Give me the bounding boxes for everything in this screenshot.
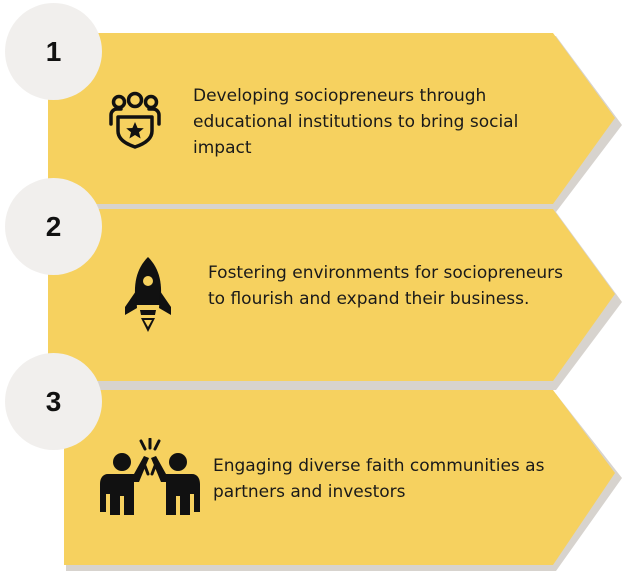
- step-number-2: 2: [5, 178, 102, 275]
- step-2: 2 Fostering environments for sociopreneu…: [0, 178, 634, 390]
- step-number-1: 1: [5, 3, 102, 100]
- step-1-panel: [48, 33, 622, 212]
- step-number-3: 3: [5, 353, 102, 450]
- step-3-panel: [64, 390, 622, 571]
- step-2-text: Fostering environments for sociopreneurs…: [208, 263, 563, 309]
- step-1: 1 Developing sociopreneurs through educa…: [0, 0, 634, 212]
- high-five-icon: [100, 438, 200, 515]
- team-badge-icon: [109, 91, 161, 149]
- step-2-panel: [48, 209, 622, 390]
- rocket-icon: [125, 257, 171, 332]
- step-3-text: Engaging diverse faith communities as pa…: [213, 456, 545, 502]
- step-1-text: Developing sociopreneurs through educati…: [193, 86, 519, 158]
- step-3: 3 Engaging diverse faith communities as …: [0, 352, 634, 571]
